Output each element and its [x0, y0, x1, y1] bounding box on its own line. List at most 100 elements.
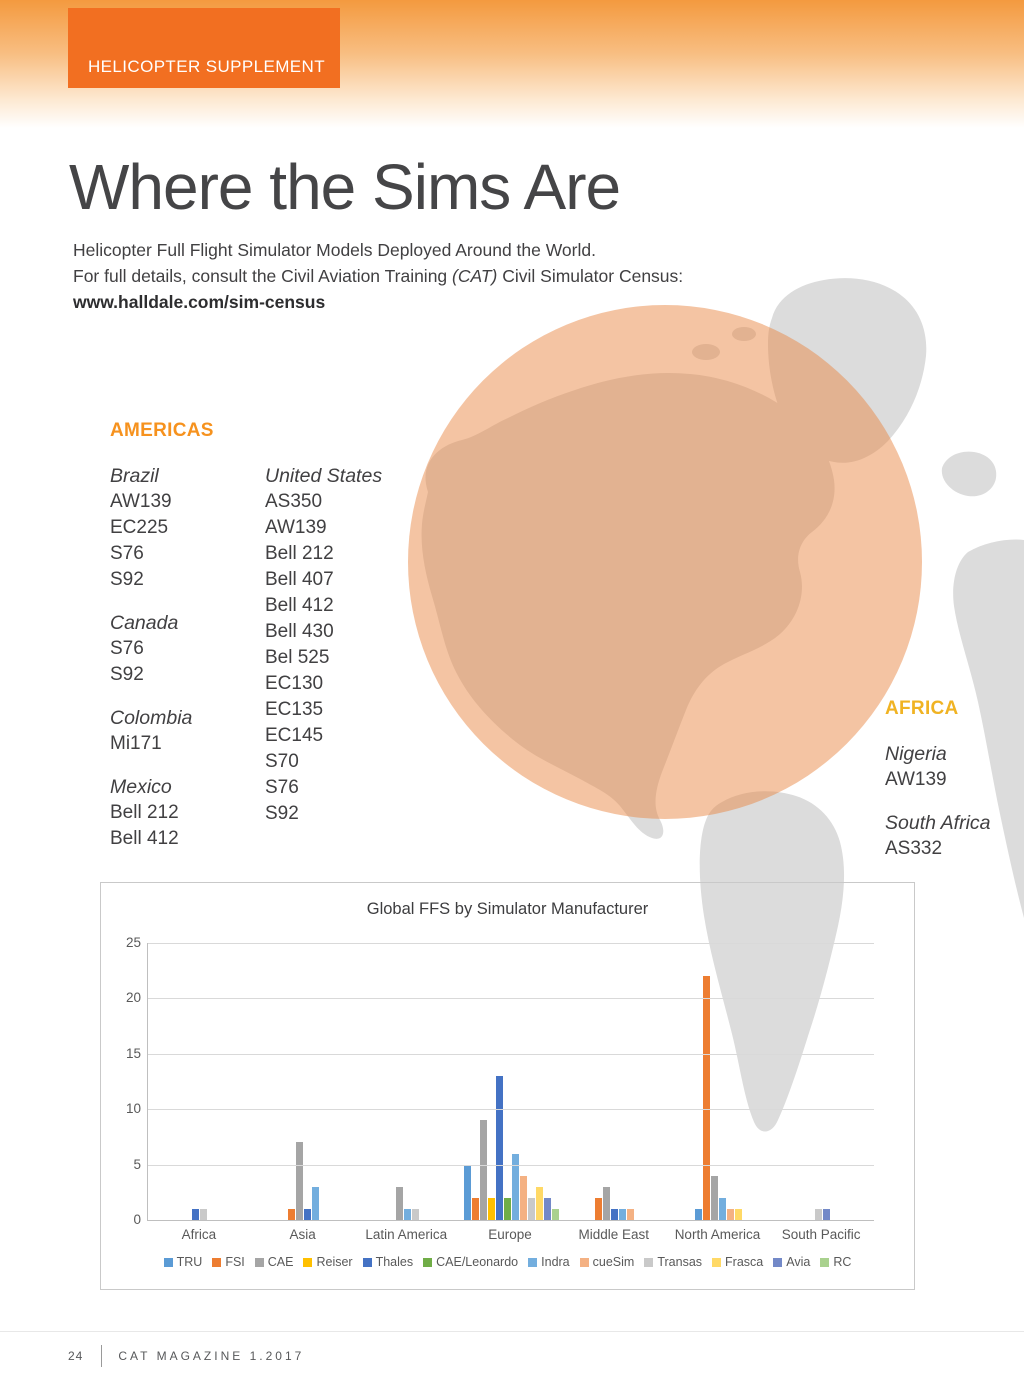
legend-label: TRU — [176, 1255, 203, 1269]
chart-legend: TRU FSI CAE Reiser Thales CAE/Leonardo Indra cu… — [101, 1255, 914, 1269]
bar-indra — [511, 1153, 519, 1220]
plot-area — [147, 943, 874, 1221]
bar-cuesim — [519, 1175, 527, 1220]
region-column: United States AS350 AW139 Bell 212 Bell 407 B… — [265, 463, 382, 869]
legend-swatch — [712, 1257, 722, 1267]
legend-label: Frasca — [725, 1255, 764, 1269]
sim-model: S76 — [110, 543, 144, 564]
x-category-label: Europe — [488, 1227, 532, 1242]
country-listing-colombia: Colombia Mi171 — [110, 705, 265, 757]
sim-model: EC135 — [265, 699, 324, 720]
legend-swatch — [773, 1257, 783, 1267]
sim-model: EC145 — [265, 725, 324, 746]
x-category-label: Middle East — [578, 1227, 649, 1242]
bar-cae — [710, 1175, 718, 1220]
supplement-tag-label: HELICOPTER SUPPLEMENT — [88, 57, 326, 76]
bar-indra — [312, 1186, 320, 1220]
country-listing-united-states: United States AS350 AW139 Bell 212 Bell 407 B… — [265, 463, 382, 827]
sim-model: EC225 — [110, 517, 169, 538]
legend-item-rc: RC — [820, 1255, 851, 1269]
bar-group-south-pacific — [770, 943, 874, 1220]
legend-swatch — [644, 1257, 654, 1267]
legend-item-cae: CAE — [254, 1255, 293, 1269]
bar-avia — [543, 1197, 551, 1220]
bar-fsi — [288, 1208, 296, 1220]
continent-greenland — [768, 278, 927, 463]
legend-item-transas: Transas — [644, 1255, 702, 1269]
sim-model: Bell 412 — [265, 595, 334, 616]
legend-item-cuesim: cueSim — [579, 1255, 635, 1269]
legend-item-cae-leonardo: CAE/Leonardo — [423, 1255, 518, 1269]
legend-swatch — [528, 1257, 538, 1267]
legend-swatch — [579, 1257, 589, 1267]
census-link[interactable]: www.halldale.com/sim-census — [73, 292, 326, 312]
page-footer: 24 CAT MAGAZINE 1.2017 — [0, 1331, 1024, 1379]
legend-item-avia: Avia — [773, 1255, 810, 1269]
bar-group-africa — [148, 943, 252, 1220]
bar-frasca — [535, 1186, 543, 1220]
bar-group-middle-east — [563, 943, 667, 1220]
sim-model: Bell 407 — [265, 569, 334, 590]
bar-reiser — [487, 1197, 495, 1220]
bar-transas — [814, 1208, 822, 1220]
sim-model: S92 — [110, 569, 144, 590]
country-name: Canada — [110, 612, 179, 634]
legend-label: Thales — [375, 1255, 414, 1269]
sim-model: Bell 412 — [110, 828, 179, 849]
region-americas-title: AMERICAS — [110, 420, 214, 441]
sim-model: Bell 430 — [265, 621, 334, 642]
bar-thales — [611, 1208, 619, 1220]
country-name: United States — [265, 465, 383, 487]
sim-model: AS350 — [265, 491, 323, 512]
bar-indra — [403, 1208, 411, 1220]
bar-transas — [411, 1208, 419, 1220]
bar-transas — [200, 1208, 208, 1220]
arctic-island — [692, 344, 720, 360]
country-listing-canada: Canada S76 S92 — [110, 610, 265, 688]
legend-label: cueSim — [592, 1255, 635, 1269]
gridline — [148, 943, 874, 944]
sim-model: AS332 — [885, 838, 943, 859]
legend-swatch — [820, 1257, 830, 1267]
footer-divider — [101, 1344, 103, 1367]
gridline — [148, 1053, 874, 1055]
legend-swatch — [163, 1257, 173, 1267]
legend-item-tru: TRU — [163, 1255, 203, 1269]
y-tick-label: 15 — [125, 1045, 141, 1061]
country-name: Mexico — [110, 776, 172, 798]
legend-item-thales: Thales — [362, 1255, 414, 1269]
bar-tru — [463, 1164, 471, 1220]
y-tick-label: 20 — [125, 990, 141, 1006]
legend-item-fsi: FSI — [212, 1255, 245, 1269]
supplement-tag: HELICOPTER SUPPLEMENT — [68, 8, 340, 88]
bar-cae — [479, 1120, 487, 1220]
country-name: Nigeria — [885, 743, 947, 765]
bar-cuesim — [726, 1208, 734, 1220]
x-category-label: Africa — [181, 1227, 217, 1242]
bar-group-north-america — [667, 943, 771, 1220]
bar-transas — [527, 1197, 535, 1220]
legend-label: FSI — [225, 1255, 245, 1269]
landmass-europe-edge — [941, 451, 997, 497]
country-listing-nigeria: Nigeria AW139 — [885, 741, 991, 793]
bar-rc — [551, 1208, 559, 1220]
legend-swatch — [254, 1257, 264, 1267]
y-tick-label: 5 — [133, 1156, 141, 1172]
country-name: South Africa — [885, 812, 991, 834]
region-africa: AFRICA Nigeria AW139 South Africa AS332 — [885, 698, 1024, 879]
gridline — [148, 1109, 874, 1111]
gridline — [148, 998, 874, 1000]
bar-fsi — [595, 1197, 603, 1220]
sim-model: S76 — [265, 777, 299, 798]
legend-label: Indra — [541, 1255, 570, 1269]
sim-model: S92 — [265, 803, 299, 824]
intro-line2-pre: For full details, consult the Civil Avia… — [73, 266, 453, 286]
bar-indra — [619, 1208, 627, 1220]
country-name: Brazil — [110, 465, 159, 487]
bar-fsi — [471, 1197, 479, 1220]
arctic-island — [732, 327, 756, 341]
region-column: Nigeria AW139 South Africa AS332 — [885, 741, 991, 879]
legend-label: RC — [833, 1255, 852, 1269]
legend-swatch — [303, 1257, 313, 1267]
